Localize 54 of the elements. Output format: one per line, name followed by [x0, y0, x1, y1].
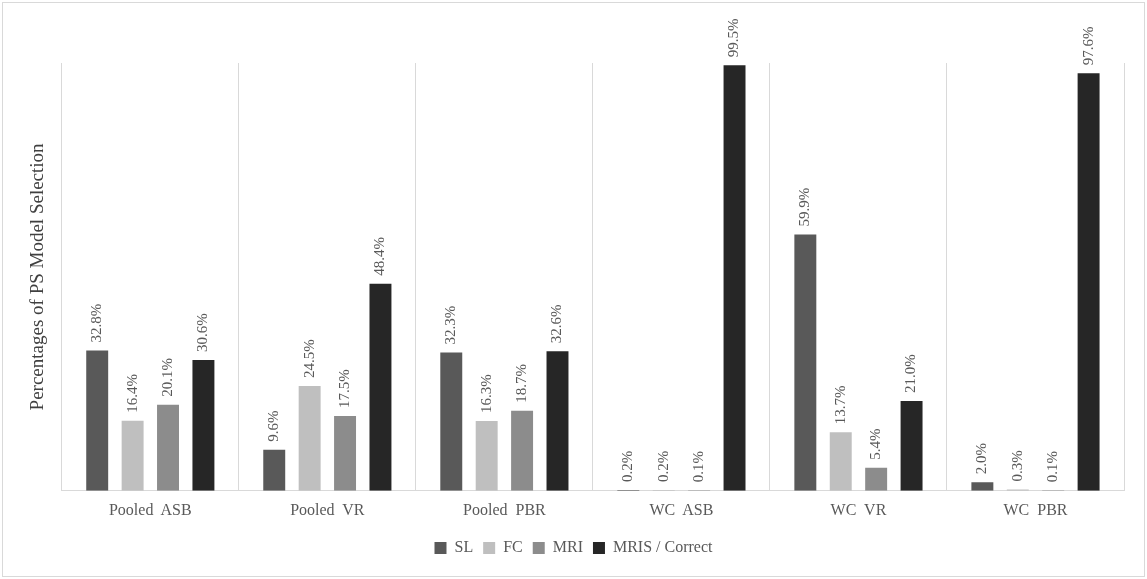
data-label: 30.6% [194, 313, 211, 352]
data-label: 5.4% [867, 428, 884, 460]
data-label: 0.1% [1044, 451, 1061, 483]
bar [157, 404, 179, 491]
bar [298, 385, 321, 491]
bar [86, 350, 109, 491]
bar [263, 449, 286, 491]
data-label: 99.5% [725, 18, 742, 58]
x-tick-label: Pooled PBR [463, 500, 547, 518]
data-label: 16.4% [123, 373, 140, 413]
legend-label: SL [454, 538, 474, 556]
bar [334, 415, 357, 491]
data-label: 13.7% [831, 385, 848, 425]
bar [900, 400, 923, 491]
data-label: 17.5% [335, 369, 352, 408]
bar [1077, 73, 1100, 491]
bar [440, 352, 463, 491]
data-label: 18.7% [513, 364, 530, 403]
data-label: 2.0% [973, 442, 990, 475]
data-label: 20.1% [158, 358, 175, 397]
x-tick-label: WC ASB [649, 500, 714, 518]
data-label: 32.8% [88, 303, 105, 343]
bar [192, 359, 215, 491]
legend-label: MRI [552, 538, 583, 556]
bar [546, 351, 569, 491]
data-label: 24.5% [300, 339, 317, 378]
x-tick-label: Pooled ASB [108, 500, 192, 518]
bar [511, 410, 534, 491]
data-label: 0.3% [1008, 450, 1025, 482]
data-label: 21.0% [902, 354, 919, 393]
bar [829, 432, 852, 491]
y-axis-title: Percentages of PS Model Selection [26, 142, 48, 411]
data-label: 48.4% [371, 236, 388, 276]
bar [475, 421, 498, 491]
data-label: 0.2% [619, 450, 636, 482]
legend-label: MRIS / Correct [612, 538, 714, 556]
bar [369, 283, 392, 491]
bar [121, 420, 144, 491]
data-label: 0.1% [690, 451, 707, 483]
data-label: 97.6% [1079, 26, 1096, 66]
x-tick-label: WC VR [830, 500, 887, 518]
bar [865, 467, 888, 491]
legend-label: FC [503, 538, 523, 556]
bar [971, 482, 994, 491]
data-label: 0.2% [654, 450, 671, 482]
data-label: 32.6% [548, 304, 565, 344]
data-label: 32.3% [442, 305, 459, 345]
data-label: 16.3% [477, 374, 494, 414]
x-tick-label: Pooled VR [290, 500, 365, 518]
bar [723, 65, 746, 491]
x-tick-label: WC PBR [1003, 500, 1068, 518]
data-label: 59.9% [796, 187, 813, 227]
data-label: 9.6% [265, 410, 282, 442]
bar [794, 234, 817, 491]
